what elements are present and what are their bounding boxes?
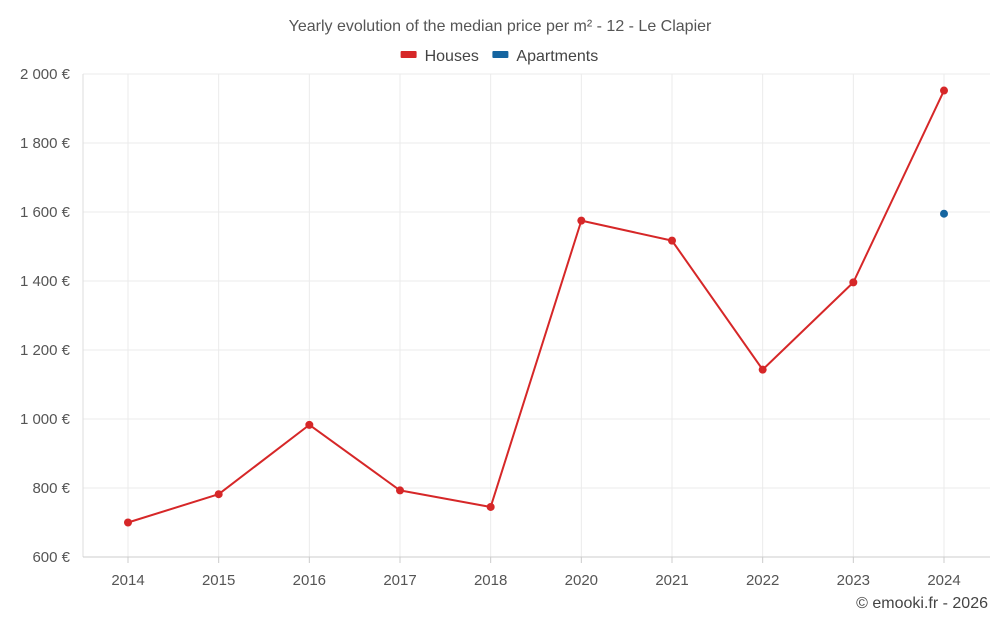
y-tick-label: 1 400 € bbox=[20, 273, 71, 290]
x-tick-label: 2014 bbox=[111, 572, 144, 589]
x-tick-label: 2015 bbox=[202, 572, 235, 589]
houses-point[interactable] bbox=[940, 86, 948, 95]
y-tick-label: 1 800 € bbox=[20, 135, 71, 152]
legend: Houses Apartments bbox=[400, 48, 598, 65]
houses-point[interactable] bbox=[305, 420, 314, 429]
y-tick-label: 1 600 € bbox=[20, 204, 71, 221]
x-tick-label: 2023 bbox=[837, 572, 870, 589]
x-tick-label: 2016 bbox=[293, 572, 326, 589]
y-tick-label: 2 000 € bbox=[20, 66, 71, 83]
x-tick-label: 2018 bbox=[474, 572, 507, 589]
y-tick-label: 800 € bbox=[32, 480, 70, 497]
y-tick-label: 1 200 € bbox=[20, 342, 71, 359]
x-tick-label: 2017 bbox=[383, 572, 416, 589]
houses-point[interactable] bbox=[124, 518, 132, 527]
grid bbox=[83, 73, 990, 557]
houses-point[interactable] bbox=[214, 490, 223, 499]
houses-point[interactable] bbox=[486, 502, 495, 511]
legend-item-apartments[interactable]: Apartments bbox=[492, 48, 598, 65]
legend-swatch-houses bbox=[400, 51, 417, 58]
houses-point[interactable] bbox=[396, 486, 404, 495]
houses-point[interactable] bbox=[668, 236, 676, 245]
y-tick-label: 1 000 € bbox=[20, 411, 71, 428]
houses-point[interactable] bbox=[849, 278, 858, 287]
apartments-point[interactable] bbox=[940, 209, 948, 218]
x-tick-label: 2021 bbox=[655, 572, 688, 589]
x-tick-label: 2022 bbox=[746, 572, 779, 589]
series-layer bbox=[124, 86, 948, 527]
houses-line bbox=[127, 90, 945, 524]
x-tick-label: 2020 bbox=[565, 572, 598, 589]
credit-text: © emooki.fr - 2026 bbox=[856, 595, 988, 612]
houses-point[interactable] bbox=[758, 365, 767, 374]
chart-title: Yearly evolution of the median price per… bbox=[289, 18, 712, 35]
axes: 600 € 800 € 1 000 € 1 200 € 1 400 € 1 600 € 1 … bbox=[20, 66, 990, 589]
x-tick-label: 2024 bbox=[927, 572, 960, 589]
legend-swatch-apartments bbox=[492, 51, 509, 58]
y-tick-label: 600 € bbox=[32, 549, 70, 566]
legend-label-apartments: Apartments bbox=[516, 48, 598, 65]
legend-item-houses[interactable]: Houses bbox=[400, 48, 479, 65]
legend-label-houses: Houses bbox=[425, 48, 479, 65]
houses-point[interactable] bbox=[577, 216, 586, 225]
